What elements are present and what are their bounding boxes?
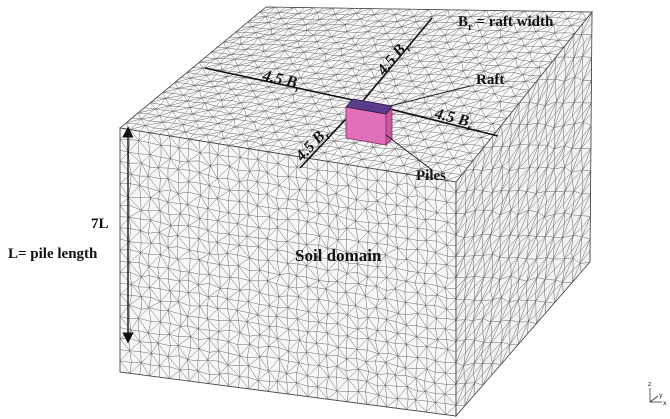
z-label: z — [648, 381, 651, 388]
pile-length-label: L= pile length — [8, 246, 98, 262]
diagram: Br= raft width 4.5 Br 4.5 Br 4.5 Br 4.5 … — [0, 0, 670, 419]
soil-mesh — [120, 7, 592, 416]
raft-pile-group — [346, 99, 392, 145]
y-label: y — [659, 392, 663, 399]
y-axis — [650, 396, 658, 402]
raft-label: Raft — [476, 72, 504, 88]
piles-label: Piles — [416, 168, 446, 184]
soil-domain-label: Soil domain — [295, 246, 382, 265]
symbol: B — [458, 14, 468, 30]
height-label: 7L — [91, 216, 109, 232]
x-label: x — [663, 400, 667, 407]
definition: = raft width — [476, 14, 554, 30]
subscript: r — [468, 22, 473, 33]
